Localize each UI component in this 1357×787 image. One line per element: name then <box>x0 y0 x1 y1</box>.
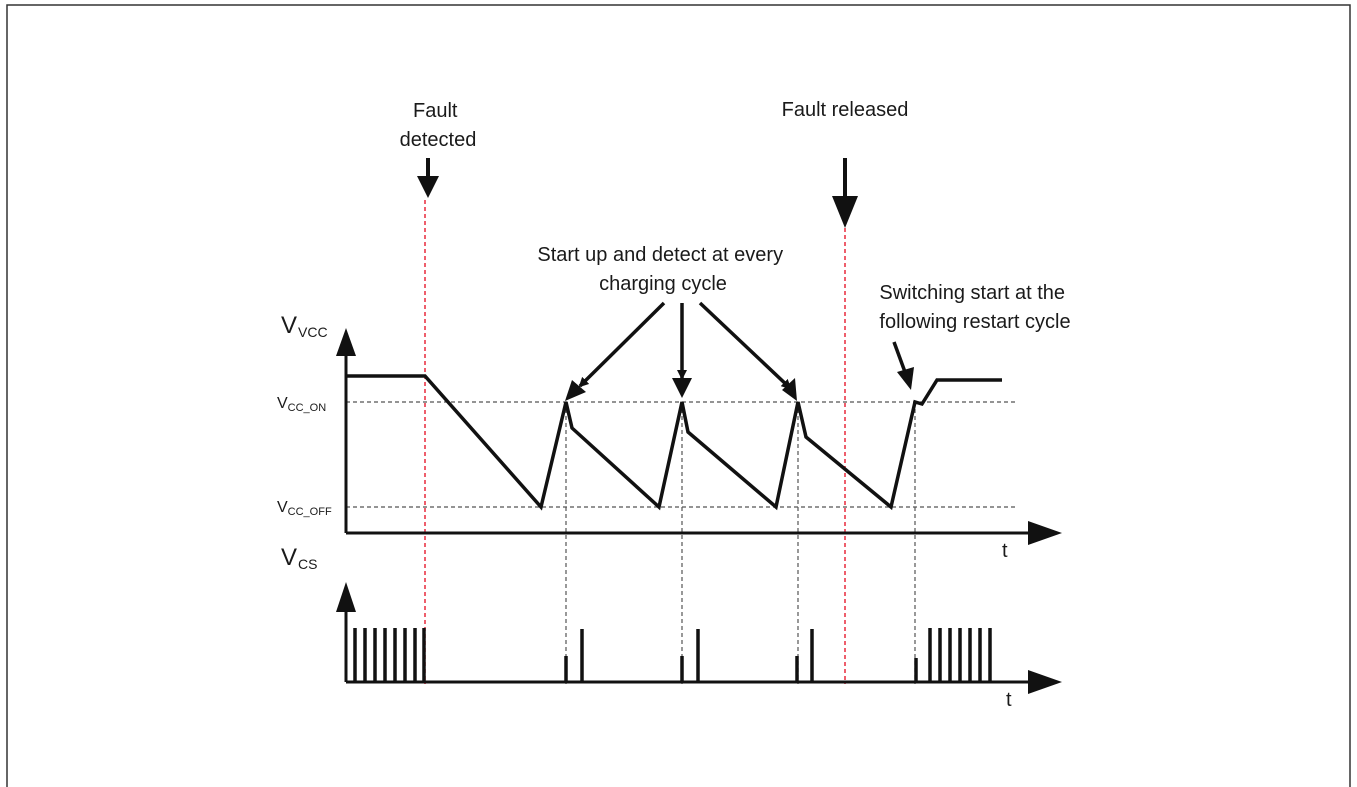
fault-released-label: Fault released <box>782 99 909 121</box>
switching-start-label: Switching start at the following restart… <box>879 282 1070 333</box>
vcc-waveform <box>346 374 1002 511</box>
fault-detected-label: Fault detected <box>400 100 477 151</box>
figure-frame <box>6 4 1351 787</box>
startup-arrowheads <box>565 378 797 401</box>
cycle-guides <box>565 402 916 684</box>
fault-released-arrow <box>832 158 858 228</box>
fault-detected-arrow <box>417 158 439 198</box>
startup-detect-label: Start up and detect at every charging cy… <box>537 244 788 295</box>
vcs-axis-label: VCS <box>281 544 317 572</box>
time-axis-label-bottom: t <box>1006 689 1012 711</box>
vvcc-axis-label: VVCC <box>281 312 328 340</box>
vvcc-axes <box>336 328 1062 545</box>
cs-pulses <box>353 628 992 682</box>
time-axis-label-top: t <box>1002 540 1008 562</box>
startup-callout-arrows <box>578 301 792 390</box>
vcc-off-label: VCC_OFF <box>277 499 332 518</box>
vcc-on-label: VCC_ON <box>277 395 326 414</box>
switching-callout-arrow <box>892 341 914 390</box>
